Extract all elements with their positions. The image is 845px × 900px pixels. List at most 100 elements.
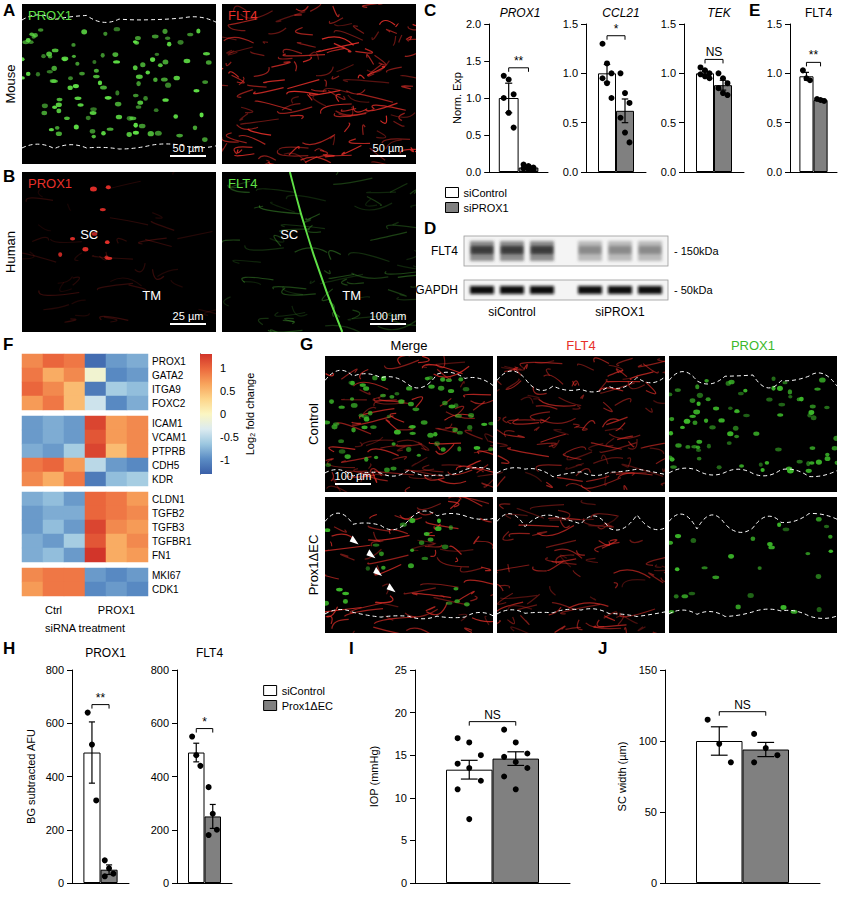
svg-text:Log₂ fold change: Log₂ fold change [244, 373, 256, 456]
svg-text:PROX1: PROX1 [152, 356, 186, 367]
svg-text:0.5: 0.5 [563, 117, 578, 129]
svg-text:0.5: 0.5 [220, 385, 235, 397]
svg-text:GATA2: GATA2 [152, 370, 184, 381]
svg-text:IOP (mmHg): IOP (mmHg) [368, 746, 380, 808]
svg-text:TM: TM [142, 288, 161, 303]
svg-text:600: 600 [151, 717, 169, 729]
svg-text:siPROX1: siPROX1 [464, 202, 509, 214]
svg-text:NS: NS [484, 708, 501, 722]
svg-text:BG subtracted AFU: BG subtracted AFU [25, 729, 37, 824]
svg-text:200: 200 [151, 824, 169, 836]
svg-text:GAPDH: GAPDH [415, 283, 458, 297]
svg-text:100 µm: 100 µm [370, 310, 407, 322]
svg-text:**: ** [96, 691, 106, 705]
svg-text:10: 10 [395, 792, 407, 804]
svg-text:100 µm: 100 µm [335, 470, 372, 482]
svg-text:200: 200 [46, 824, 64, 836]
svg-text:Merge: Merge [391, 338, 428, 353]
svg-text:CLDN1: CLDN1 [152, 494, 185, 505]
svg-text:1.5: 1.5 [767, 18, 782, 30]
svg-text:SC: SC [280, 227, 298, 242]
svg-text:Human: Human [3, 231, 18, 273]
svg-text:CDK1: CDK1 [152, 584, 179, 595]
svg-text:400: 400 [151, 771, 169, 783]
svg-text:siControl: siControl [282, 685, 325, 697]
svg-text:PROX1: PROX1 [98, 604, 135, 616]
svg-text:KDR: KDR [152, 474, 173, 485]
svg-text:1.5: 1.5 [661, 18, 676, 30]
svg-text:Prox1ΔEC: Prox1ΔEC [282, 700, 333, 712]
svg-text:1.0: 1.0 [466, 92, 481, 104]
svg-text:siPROX1: siPROX1 [595, 305, 645, 319]
svg-text:*: * [614, 22, 619, 36]
svg-text:CDH5: CDH5 [152, 460, 180, 471]
svg-text:0.0: 0.0 [563, 166, 578, 178]
svg-text:1.0: 1.0 [563, 67, 578, 79]
svg-text:TGFBR1: TGFBR1 [152, 536, 192, 547]
svg-text:25 µm: 25 µm [173, 310, 204, 322]
svg-text:siRNA treatment: siRNA treatment [45, 622, 125, 634]
svg-text:1.5: 1.5 [563, 18, 578, 30]
svg-text:FN1: FN1 [152, 550, 171, 561]
svg-text:FLT4: FLT4 [431, 244, 458, 258]
svg-text:Mouse: Mouse [3, 64, 18, 103]
svg-text:50 µm: 50 µm [373, 142, 404, 154]
svg-text:800: 800 [46, 664, 64, 676]
svg-text:20: 20 [395, 707, 407, 719]
svg-text:0.5: 0.5 [466, 129, 481, 141]
svg-text:- 150kDa: - 150kDa [674, 245, 720, 257]
svg-text:25: 25 [395, 664, 407, 676]
svg-text:*: * [202, 715, 207, 729]
svg-text:**: ** [514, 54, 524, 68]
svg-text:CCL21: CCL21 [602, 6, 639, 20]
svg-text:- 50kDa: - 50kDa [674, 284, 713, 296]
svg-text:0: 0 [401, 877, 407, 889]
svg-text:1.5: 1.5 [466, 55, 481, 67]
svg-text:5: 5 [401, 834, 407, 846]
svg-text:PROX1: PROX1 [500, 6, 541, 20]
svg-text:50 µm: 50 µm [173, 142, 204, 154]
svg-text:0: 0 [220, 408, 226, 420]
svg-text:FOXC2: FOXC2 [152, 398, 186, 409]
svg-text:15: 15 [395, 749, 407, 761]
svg-text:PTPRB: PTPRB [152, 446, 186, 457]
svg-text:NS: NS [706, 45, 723, 59]
svg-text:Ctrl: Ctrl [45, 604, 62, 616]
svg-text:1: 1 [220, 362, 226, 374]
svg-text:MKI67: MKI67 [152, 570, 181, 581]
svg-text:TM: TM [342, 288, 361, 303]
svg-text:TGFB2: TGFB2 [152, 508, 185, 519]
svg-text:-0.5: -0.5 [220, 431, 239, 443]
svg-text:PROX1: PROX1 [28, 8, 72, 23]
svg-text:SC width (µm): SC width (µm) [616, 742, 628, 812]
svg-text:0: 0 [58, 877, 64, 889]
svg-text:**: ** [809, 48, 819, 62]
svg-text:50: 50 [645, 806, 657, 818]
svg-text:0.5: 0.5 [661, 117, 676, 129]
svg-text:0.0: 0.0 [466, 166, 481, 178]
svg-text:150: 150 [639, 664, 657, 676]
svg-text:Control: Control [306, 403, 321, 445]
svg-text:0: 0 [163, 877, 169, 889]
svg-text:PROX1: PROX1 [731, 338, 775, 353]
svg-text:400: 400 [46, 771, 64, 783]
svg-text:2.0: 2.0 [466, 18, 481, 30]
svg-text:1.0: 1.0 [661, 67, 676, 79]
svg-text:PROX1: PROX1 [85, 646, 126, 660]
svg-text:FLT4: FLT4 [805, 6, 832, 20]
svg-text:0.5: 0.5 [767, 117, 782, 129]
svg-text:ITGA9: ITGA9 [152, 384, 181, 395]
svg-text:0.0: 0.0 [767, 166, 782, 178]
svg-text:Norm. Exp: Norm. Exp [451, 72, 463, 124]
svg-text:PROX1: PROX1 [28, 176, 72, 191]
svg-text:TEK: TEK [707, 6, 731, 20]
svg-text:NS: NS [734, 698, 751, 712]
svg-text:1.0: 1.0 [767, 67, 782, 79]
svg-text:FLT4: FLT4 [566, 338, 595, 353]
svg-text:600: 600 [46, 717, 64, 729]
svg-text:FLT4: FLT4 [228, 176, 257, 191]
svg-text:0.0: 0.0 [661, 166, 676, 178]
svg-text:Prox1ΔEC: Prox1ΔEC [306, 535, 321, 596]
svg-text:100: 100 [639, 735, 657, 747]
svg-text:-1: -1 [220, 454, 230, 466]
